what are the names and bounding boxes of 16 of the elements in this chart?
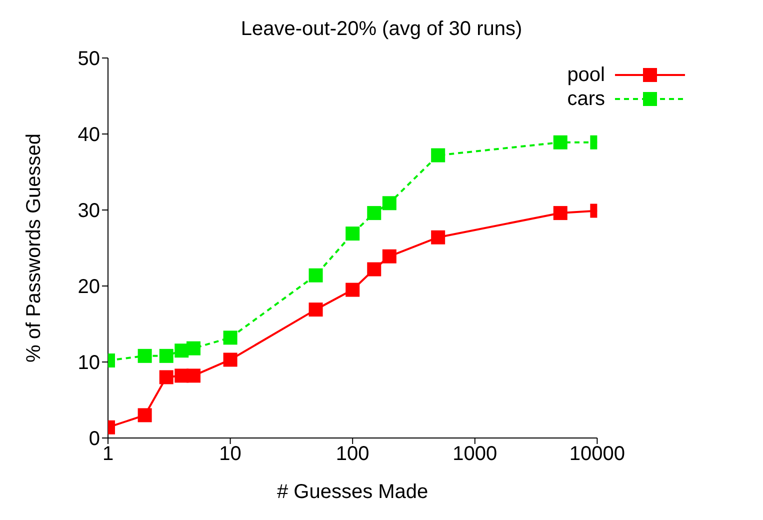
legend-label: cars (567, 88, 605, 110)
y-axis-title: % of Passwords Guessed (23, 134, 46, 362)
x-axis-title: # Guesses Made (276, 481, 428, 503)
x-tick-label: 10 (219, 443, 242, 466)
y-tick-label: 30 (78, 200, 100, 222)
x-tick-label: 100 (336, 443, 370, 466)
legend-label: pool (567, 64, 605, 86)
x-tick-label: 1 (102, 443, 114, 466)
y-tick-label: 10 (78, 352, 100, 374)
y-tick-label: 0 (88, 428, 100, 450)
y-tick-label: 50 (78, 48, 100, 70)
y-tick-label: 20 (78, 276, 100, 298)
chart-title: Leave-out-20% (avg of 30 runs) (240, 17, 524, 42)
x-tick-label: 1000 (452, 443, 498, 466)
y-tick-label: 40 (78, 124, 100, 146)
x-tick-label: 10000 (569, 443, 625, 466)
